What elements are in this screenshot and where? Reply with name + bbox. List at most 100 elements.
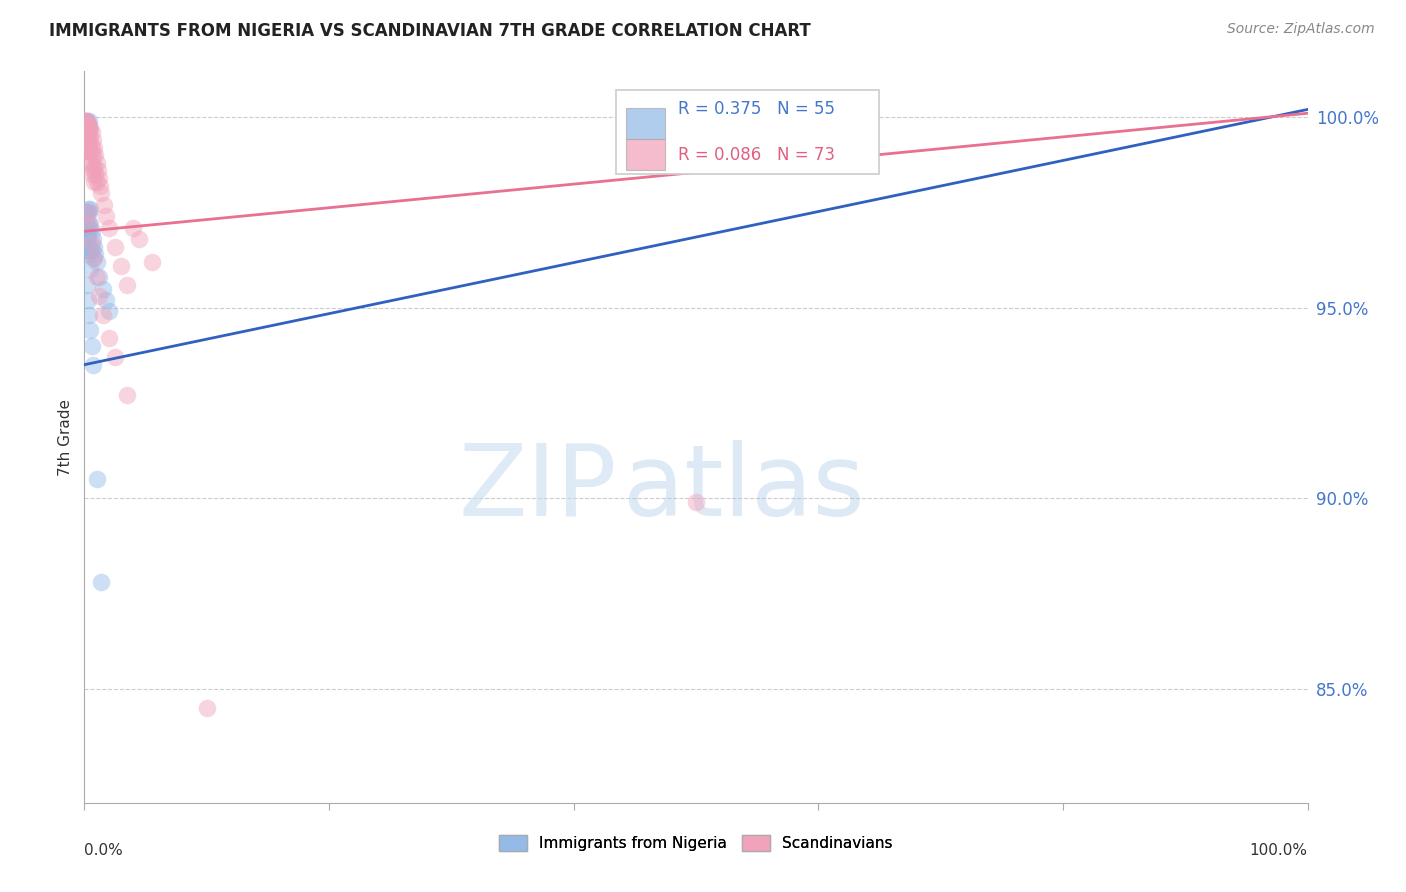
Text: 0.0%: 0.0% — [84, 843, 124, 858]
Point — [87, 289, 110, 303]
Point — [75, 129, 97, 144]
Point — [122, 220, 145, 235]
Point — [73, 136, 96, 151]
Point — [97, 331, 120, 345]
Point — [82, 163, 104, 178]
Point — [79, 121, 101, 136]
Point — [76, 118, 98, 132]
Point — [76, 125, 98, 139]
Point — [73, 118, 96, 132]
Point — [77, 118, 100, 132]
Point — [79, 133, 101, 147]
Point — [75, 114, 97, 128]
Point — [75, 125, 97, 139]
Point — [76, 114, 98, 128]
Point — [77, 121, 100, 136]
Point — [87, 171, 110, 186]
Point — [80, 125, 103, 139]
Point — [76, 121, 98, 136]
Text: R = 0.086   N = 73: R = 0.086 N = 73 — [678, 145, 835, 164]
Point — [87, 270, 110, 285]
Text: ZIP: ZIP — [458, 440, 616, 537]
Point — [83, 251, 105, 265]
Text: Source: ZipAtlas.com: Source: ZipAtlas.com — [1227, 22, 1375, 37]
Point — [75, 232, 97, 246]
Point — [76, 277, 98, 292]
Point — [77, 129, 100, 144]
Point — [115, 277, 138, 292]
Point — [75, 205, 97, 219]
Point — [75, 121, 97, 136]
Bar — [626, 108, 665, 138]
Point — [79, 262, 101, 277]
Point — [77, 232, 100, 246]
Point — [77, 217, 100, 231]
Point — [77, 224, 100, 238]
Point — [79, 239, 101, 253]
Point — [80, 167, 103, 181]
Point — [87, 163, 110, 178]
Point — [73, 133, 96, 147]
Point — [80, 244, 103, 258]
Point — [91, 308, 114, 322]
Point — [84, 167, 107, 181]
Point — [83, 140, 105, 154]
Point — [84, 247, 107, 261]
Point — [141, 255, 163, 269]
Point — [89, 178, 111, 193]
Point — [77, 118, 100, 132]
Point — [79, 156, 101, 170]
Point — [86, 156, 108, 170]
Point — [77, 247, 100, 261]
Point — [77, 121, 100, 136]
Point — [76, 205, 98, 219]
Point — [76, 133, 98, 147]
Point — [83, 175, 105, 189]
Point — [77, 205, 100, 219]
Point — [93, 197, 115, 211]
Point — [97, 304, 120, 318]
Point — [104, 350, 127, 364]
Point — [76, 114, 98, 128]
Point — [77, 202, 100, 216]
Point — [77, 217, 100, 231]
Point — [80, 224, 103, 238]
Point — [82, 358, 104, 372]
Point — [75, 118, 97, 132]
Point — [82, 251, 104, 265]
Point — [73, 121, 96, 136]
Point — [90, 186, 112, 201]
Point — [73, 129, 96, 144]
Point — [76, 217, 98, 231]
Point — [110, 259, 132, 273]
Point — [96, 293, 118, 307]
Text: IMMIGRANTS FROM NIGERIA VS SCANDINAVIAN 7TH GRADE CORRELATION CHART: IMMIGRANTS FROM NIGERIA VS SCANDINAVIAN … — [49, 22, 811, 40]
Point — [75, 125, 97, 139]
Point — [79, 145, 101, 159]
Point — [79, 323, 101, 337]
Point — [79, 217, 101, 231]
Point — [83, 160, 105, 174]
Point — [115, 388, 138, 402]
Point — [73, 125, 96, 139]
Y-axis label: 7th Grade: 7th Grade — [58, 399, 73, 475]
Point — [77, 244, 100, 258]
Point — [75, 121, 97, 136]
Text: atlas: atlas — [623, 440, 865, 537]
Point — [73, 129, 96, 144]
Text: 100.0%: 100.0% — [1250, 843, 1308, 858]
Point — [76, 244, 98, 258]
Point — [76, 121, 98, 136]
Text: R = 0.375   N = 55: R = 0.375 N = 55 — [678, 100, 835, 118]
Point — [685, 495, 707, 509]
Point — [76, 140, 98, 154]
Point — [73, 121, 96, 136]
Point — [77, 145, 100, 159]
Point — [77, 308, 100, 322]
Point — [84, 148, 107, 162]
Point — [82, 232, 104, 246]
Point — [86, 472, 108, 486]
Point — [83, 239, 105, 253]
Point — [82, 133, 104, 147]
Point — [96, 209, 118, 223]
